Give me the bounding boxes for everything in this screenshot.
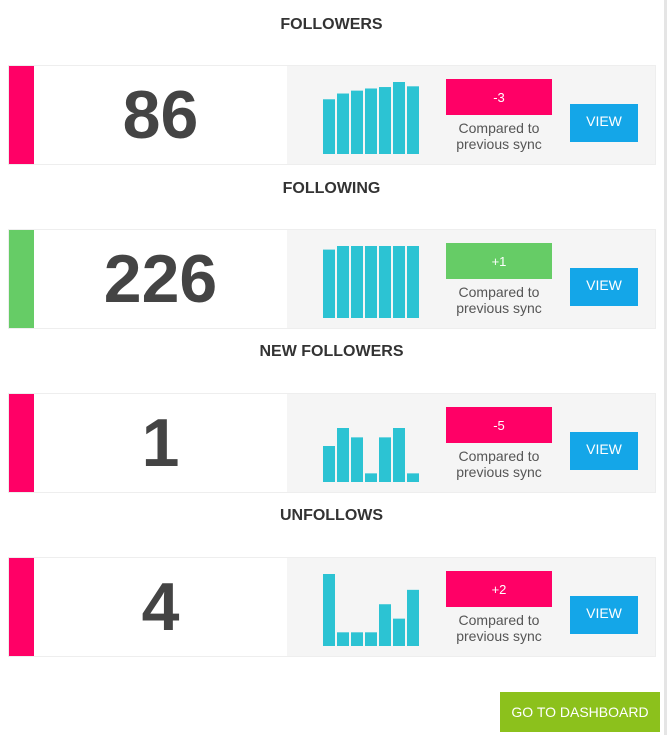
spark-bar <box>407 589 419 646</box>
compare-line-1: Compared to <box>458 448 540 464</box>
trend-accent-bar <box>9 230 34 328</box>
spark-bar <box>337 632 349 646</box>
spark-bar <box>351 246 363 318</box>
spark-bar <box>323 249 335 318</box>
stat-card-following: 226 +1 Compared to previous sync VIEW <box>8 229 656 329</box>
spark-bar <box>365 88 377 154</box>
view-unfollows-button[interactable]: VIEW <box>570 596 638 634</box>
spark-bar <box>379 437 391 482</box>
sparkline <box>323 246 419 318</box>
section-title-unfollows: UNFOLLOWS <box>279 507 384 524</box>
delta-badge: -5 <box>446 407 552 443</box>
compare-caption: Compared to previous sync <box>446 284 552 316</box>
spark-bar <box>407 246 419 318</box>
spark-bar <box>393 246 405 318</box>
spark-bar <box>337 428 349 482</box>
spark-bar <box>323 446 335 482</box>
sparkline <box>323 428 419 482</box>
stat-details: -5 Compared to previous sync VIEW <box>287 394 655 492</box>
spark-bar <box>365 246 377 318</box>
trend-accent-bar <box>9 394 34 492</box>
spark-bar <box>323 99 335 154</box>
delta-badge: +1 <box>446 243 552 279</box>
spark-bar <box>393 82 405 154</box>
stat-details: +1 Compared to previous sync VIEW <box>287 230 655 328</box>
spark-bar <box>393 618 405 646</box>
spark-bar <box>337 246 349 318</box>
stat-count: 226 <box>103 241 218 317</box>
stat-details: +2 Compared to previous sync VIEW <box>287 558 655 656</box>
compare-line-1: Compared to <box>458 612 540 628</box>
compare-caption: Compared to previous sync <box>446 120 552 152</box>
delta-badge: -3 <box>446 79 552 115</box>
compare-line-2: previous sync <box>456 464 542 480</box>
spark-bar <box>365 632 377 646</box>
spark-bar <box>379 604 391 646</box>
view-new-followers-button[interactable]: VIEW <box>570 432 638 470</box>
spark-bar <box>379 87 391 154</box>
spark-bar <box>337 93 349 154</box>
compare-caption: Compared to previous sync <box>446 448 552 480</box>
trend-accent-bar <box>9 558 34 656</box>
section-title-followers: FOLLOWERS <box>280 16 383 33</box>
compare-line-2: previous sync <box>456 628 542 644</box>
section-title-new-followers: NEW FOLLOWERS <box>259 343 404 360</box>
sparkline <box>323 574 419 646</box>
spark-bar <box>407 86 419 154</box>
stat-count: 1 <box>141 405 180 481</box>
compare-line-2: previous sync <box>456 300 542 316</box>
stat-card-new-followers: 1 -5 Compared to previous sync VIEW <box>8 393 656 493</box>
sparkline <box>323 82 419 154</box>
window-edge <box>664 0 667 735</box>
trend-accent-bar <box>9 66 34 164</box>
stat-details: -3 Compared to previous sync VIEW <box>287 66 655 164</box>
spark-bar <box>393 428 405 482</box>
compare-line-2: previous sync <box>456 136 542 152</box>
spark-bar <box>351 90 363 154</box>
stat-count: 86 <box>122 77 199 153</box>
view-followers-button[interactable]: VIEW <box>570 104 638 142</box>
compare-caption: Compared to previous sync <box>446 612 552 644</box>
section-title-following: FOLLOWING <box>282 180 381 197</box>
spark-bar <box>351 437 363 482</box>
spark-bar <box>365 473 377 482</box>
delta-badge: +2 <box>446 571 552 607</box>
view-following-button[interactable]: VIEW <box>570 268 638 306</box>
spark-bar <box>407 473 419 482</box>
compare-line-1: Compared to <box>458 284 540 300</box>
compare-line-1: Compared to <box>458 120 540 136</box>
spark-bar <box>323 574 335 646</box>
stat-count: 4 <box>141 569 180 645</box>
spark-bar <box>351 632 363 646</box>
spark-bar <box>379 246 391 318</box>
go-to-dashboard-button[interactable]: GO TO DASHBOARD <box>500 692 660 732</box>
stat-card-followers: 86 -3 Compared to previous sync VIEW <box>8 65 656 165</box>
stat-card-unfollows: 4 +2 Compared to previous sync VIEW <box>8 557 656 657</box>
